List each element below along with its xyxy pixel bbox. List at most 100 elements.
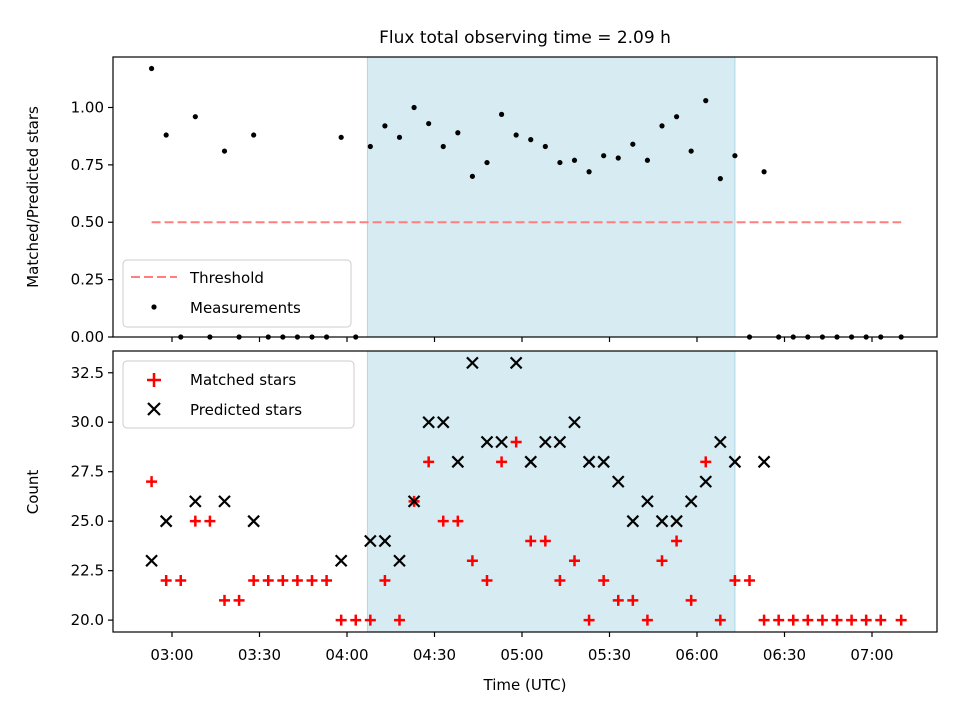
predicted-star-point xyxy=(611,475,625,488)
bottom-shaded-span xyxy=(366,350,736,633)
top-y-tick-label: 1.00 xyxy=(71,98,104,116)
legend-measurements-label: Measurements xyxy=(190,299,301,317)
measurement-point xyxy=(411,104,417,111)
legend-matched-swatch xyxy=(147,373,161,387)
matched-star-point xyxy=(335,614,347,626)
matched-star-point xyxy=(700,456,712,468)
predicted-star-point xyxy=(568,415,581,429)
matched-star-point xyxy=(539,535,551,547)
x-tick-label: 05:30 xyxy=(588,646,631,664)
predicted-star-point xyxy=(436,415,450,429)
bottom-y-tick-label: 27.5 xyxy=(71,463,104,481)
matched-star-point xyxy=(379,575,391,587)
matched-star-point xyxy=(262,575,274,587)
matched-star-point xyxy=(846,614,858,626)
bottom-legend-box xyxy=(122,360,355,429)
measurement-point xyxy=(615,155,621,161)
matched-star-point xyxy=(466,555,478,567)
legend-predicted-swatch xyxy=(147,402,161,416)
predicted-star-point xyxy=(495,435,508,449)
predicted-star-point xyxy=(334,554,348,568)
legend-matched-label: Matched stars xyxy=(190,371,296,389)
x-tick-label: 06:30 xyxy=(763,646,806,664)
measurement-point xyxy=(338,134,344,140)
measurement-point xyxy=(498,111,505,117)
matched-star-point xyxy=(481,575,493,587)
measurement-point xyxy=(528,137,534,143)
chart-title: Flux total observing time = 2.09 h xyxy=(379,28,671,48)
x-tick-label: 04:00 xyxy=(325,646,368,664)
matched-star-point xyxy=(510,436,522,448)
measurement-point xyxy=(703,98,709,104)
predicted-star-point xyxy=(524,455,538,469)
matched-star-point xyxy=(525,535,537,547)
predicted-star-point xyxy=(670,514,683,528)
top-x-ticks xyxy=(171,337,873,342)
measurement-point xyxy=(644,157,651,163)
matched-star-point xyxy=(787,614,799,626)
matched-star-point xyxy=(816,614,828,626)
matched-star-point xyxy=(496,456,508,468)
predicted-star-point xyxy=(641,495,654,508)
matched-points xyxy=(146,436,907,626)
predicted-star-point xyxy=(728,455,742,469)
top-panel: 0.00 0.25 0.50 0.75 1.00 Matched/Predicted s… xyxy=(24,56,938,346)
matched-star-point xyxy=(627,594,639,606)
legend-predicted-label: Predicted stars xyxy=(190,401,302,419)
measurement-point xyxy=(396,134,403,140)
matched-star-point xyxy=(773,614,785,626)
measurement-point xyxy=(659,123,665,129)
measurement-point xyxy=(251,132,257,138)
matched-star-point xyxy=(364,614,376,626)
matched-star-point xyxy=(554,575,566,587)
measurement-point xyxy=(688,148,694,154)
matched-star-point xyxy=(160,575,172,587)
matched-star-point xyxy=(895,614,907,626)
predicted-star-point xyxy=(509,356,523,370)
matched-star-point xyxy=(612,594,624,606)
predicted-star-point xyxy=(466,356,479,370)
top-axes-frame xyxy=(112,56,938,338)
predicted-star-point xyxy=(393,554,406,568)
predicted-star-point xyxy=(714,435,727,449)
measurement-point xyxy=(586,169,592,175)
predicted-star-point xyxy=(582,455,596,469)
x-tick-label: 06:00 xyxy=(675,646,718,664)
matched-star-point xyxy=(452,515,464,527)
measurement-points xyxy=(148,65,904,340)
measurement-point xyxy=(382,123,388,129)
top-legend-box xyxy=(122,259,352,328)
top-shaded-span xyxy=(366,56,736,338)
x-tick-label: 07:00 xyxy=(850,646,893,664)
matched-star-point xyxy=(641,614,653,626)
matched-star-point xyxy=(656,555,668,567)
x-tick-label: 03:30 xyxy=(238,646,281,664)
x-axis-label: Time (UTC) xyxy=(483,676,567,694)
measurement-point xyxy=(717,176,723,182)
bottom-y-tick-label: 30.0 xyxy=(71,413,104,431)
matched-star-point xyxy=(306,575,318,587)
x-tick-label: 05:00 xyxy=(500,646,543,664)
matched-star-point xyxy=(291,575,303,587)
measurement-point xyxy=(630,141,636,147)
top-y-tick-label: 0.75 xyxy=(71,156,104,174)
predicted-star-point xyxy=(159,514,173,528)
matched-star-point xyxy=(189,515,201,527)
matched-star-point xyxy=(350,614,362,626)
top-y-axis: 0.00 0.25 0.50 0.75 1.00 xyxy=(71,98,113,346)
matched-star-point xyxy=(321,575,333,587)
measurement-point xyxy=(513,132,519,138)
matched-star-point xyxy=(875,614,887,626)
measurement-point xyxy=(440,143,446,150)
matched-star-point xyxy=(758,614,770,626)
measurement-point xyxy=(732,153,738,159)
predicted-star-point xyxy=(189,495,202,508)
bottom-axes-frame xyxy=(112,350,938,633)
matched-star-point xyxy=(714,614,726,626)
bottom-y-tick-label: 22.5 xyxy=(71,562,104,580)
bottom-y-label: Count xyxy=(24,470,42,515)
predicted-star-point xyxy=(757,455,771,469)
x-tick-label: 03:00 xyxy=(150,646,193,664)
matched-star-point xyxy=(583,614,595,626)
